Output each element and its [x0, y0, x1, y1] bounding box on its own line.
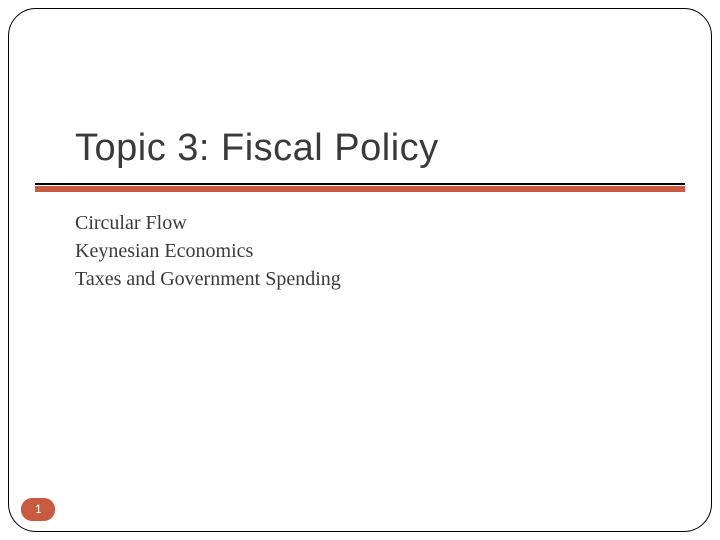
subtopic-item: Circular Flow — [75, 210, 341, 237]
slide-title: Topic 3: Fiscal Policy — [75, 127, 439, 170]
slide-frame: Topic 3: Fiscal Policy Circular Flow Key… — [8, 8, 712, 532]
page-number-badge: 1 — [21, 498, 55, 521]
subtopic-item: Keynesian Economics — [75, 238, 341, 265]
subtopic-item: Taxes and Government Spending — [75, 266, 341, 293]
title-divider — [35, 183, 685, 193]
divider-line — [35, 183, 685, 185]
subtopic-list: Circular Flow Keynesian Economics Taxes … — [75, 210, 341, 294]
page-number-text: 1 — [35, 502, 42, 517]
divider-accent-bar — [35, 186, 685, 192]
